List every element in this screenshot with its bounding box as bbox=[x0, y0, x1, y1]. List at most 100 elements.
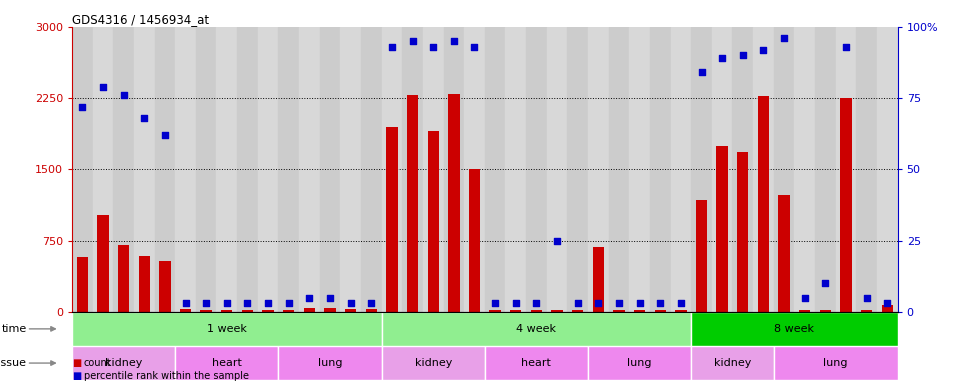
Bar bbox=[402, 27, 422, 312]
Bar bbox=[257, 27, 278, 312]
Point bbox=[467, 44, 482, 50]
Bar bbox=[118, 245, 130, 312]
Bar bbox=[72, 346, 175, 380]
Point bbox=[549, 237, 564, 243]
Bar bbox=[732, 27, 753, 312]
Point bbox=[612, 300, 627, 306]
Bar bbox=[366, 310, 377, 312]
Point bbox=[281, 300, 297, 306]
Bar bbox=[407, 95, 419, 312]
Bar bbox=[815, 27, 835, 312]
Bar bbox=[588, 346, 691, 380]
Bar bbox=[468, 169, 480, 312]
Point bbox=[116, 92, 132, 98]
Point bbox=[425, 44, 441, 50]
Point bbox=[446, 38, 462, 44]
Text: percentile rank within the sample: percentile rank within the sample bbox=[84, 371, 249, 381]
Bar bbox=[320, 27, 340, 312]
Bar bbox=[465, 27, 485, 312]
Bar bbox=[691, 27, 712, 312]
Point bbox=[157, 132, 173, 138]
Text: 4 week: 4 week bbox=[516, 324, 557, 334]
Bar bbox=[382, 27, 402, 312]
Bar bbox=[237, 27, 257, 312]
Text: ■: ■ bbox=[72, 358, 82, 368]
Bar bbox=[113, 27, 134, 312]
Point bbox=[323, 295, 338, 301]
Bar bbox=[774, 27, 795, 312]
Text: GDS4316 / 1456934_at: GDS4316 / 1456934_at bbox=[72, 13, 209, 26]
Bar bbox=[840, 98, 852, 312]
Bar bbox=[303, 308, 315, 312]
Bar bbox=[262, 310, 274, 312]
Bar bbox=[278, 27, 299, 312]
Point bbox=[95, 84, 110, 90]
Bar bbox=[345, 310, 356, 312]
Point bbox=[343, 300, 358, 306]
Bar bbox=[551, 310, 563, 312]
Bar bbox=[382, 346, 485, 380]
Bar bbox=[877, 27, 898, 312]
Bar bbox=[201, 310, 212, 312]
Bar bbox=[711, 27, 732, 312]
Bar bbox=[155, 27, 175, 312]
Point bbox=[859, 295, 875, 301]
Bar bbox=[754, 27, 774, 312]
Bar bbox=[856, 27, 876, 312]
Bar bbox=[650, 27, 670, 312]
Text: kidney: kidney bbox=[714, 358, 751, 368]
Point bbox=[777, 35, 792, 41]
Point bbox=[260, 300, 276, 306]
Point bbox=[694, 70, 709, 76]
Point bbox=[838, 44, 853, 50]
Bar bbox=[196, 27, 217, 312]
Text: kidney: kidney bbox=[105, 358, 142, 368]
Bar bbox=[592, 247, 604, 312]
Point bbox=[714, 55, 730, 61]
Text: heart: heart bbox=[212, 358, 242, 368]
Bar bbox=[175, 27, 196, 312]
Bar bbox=[795, 27, 815, 312]
Bar bbox=[278, 346, 381, 380]
Bar bbox=[340, 27, 361, 312]
Point bbox=[199, 300, 214, 306]
Point bbox=[488, 300, 503, 306]
Point bbox=[75, 104, 90, 110]
Bar bbox=[299, 27, 320, 312]
Bar bbox=[588, 27, 609, 312]
Bar bbox=[133, 27, 155, 312]
Point bbox=[818, 280, 833, 286]
Bar bbox=[634, 310, 645, 312]
Bar bbox=[737, 152, 749, 312]
Bar bbox=[242, 310, 253, 312]
Bar bbox=[861, 310, 873, 312]
Text: 8 week: 8 week bbox=[775, 324, 814, 334]
Bar bbox=[444, 27, 465, 312]
Bar bbox=[427, 131, 439, 312]
Bar bbox=[572, 310, 584, 312]
Bar bbox=[72, 312, 382, 346]
Bar bbox=[175, 346, 278, 380]
Text: lung: lung bbox=[824, 358, 848, 368]
Bar bbox=[757, 96, 769, 312]
Point bbox=[384, 44, 399, 50]
Bar bbox=[774, 346, 898, 380]
Point bbox=[632, 300, 647, 306]
Bar bbox=[505, 27, 526, 312]
Point bbox=[756, 46, 771, 53]
Bar bbox=[485, 27, 505, 312]
Text: count: count bbox=[84, 358, 111, 368]
Bar bbox=[609, 27, 630, 312]
Bar bbox=[526, 27, 546, 312]
Text: time: time bbox=[1, 324, 27, 334]
Text: lung: lung bbox=[318, 358, 343, 368]
Bar bbox=[283, 310, 295, 312]
Point bbox=[240, 300, 255, 306]
Bar bbox=[613, 310, 625, 312]
Point bbox=[301, 295, 317, 301]
Text: ■: ■ bbox=[72, 371, 82, 381]
Bar bbox=[324, 308, 336, 312]
Bar bbox=[675, 310, 686, 312]
Bar bbox=[216, 27, 237, 312]
Text: kidney: kidney bbox=[415, 358, 452, 368]
